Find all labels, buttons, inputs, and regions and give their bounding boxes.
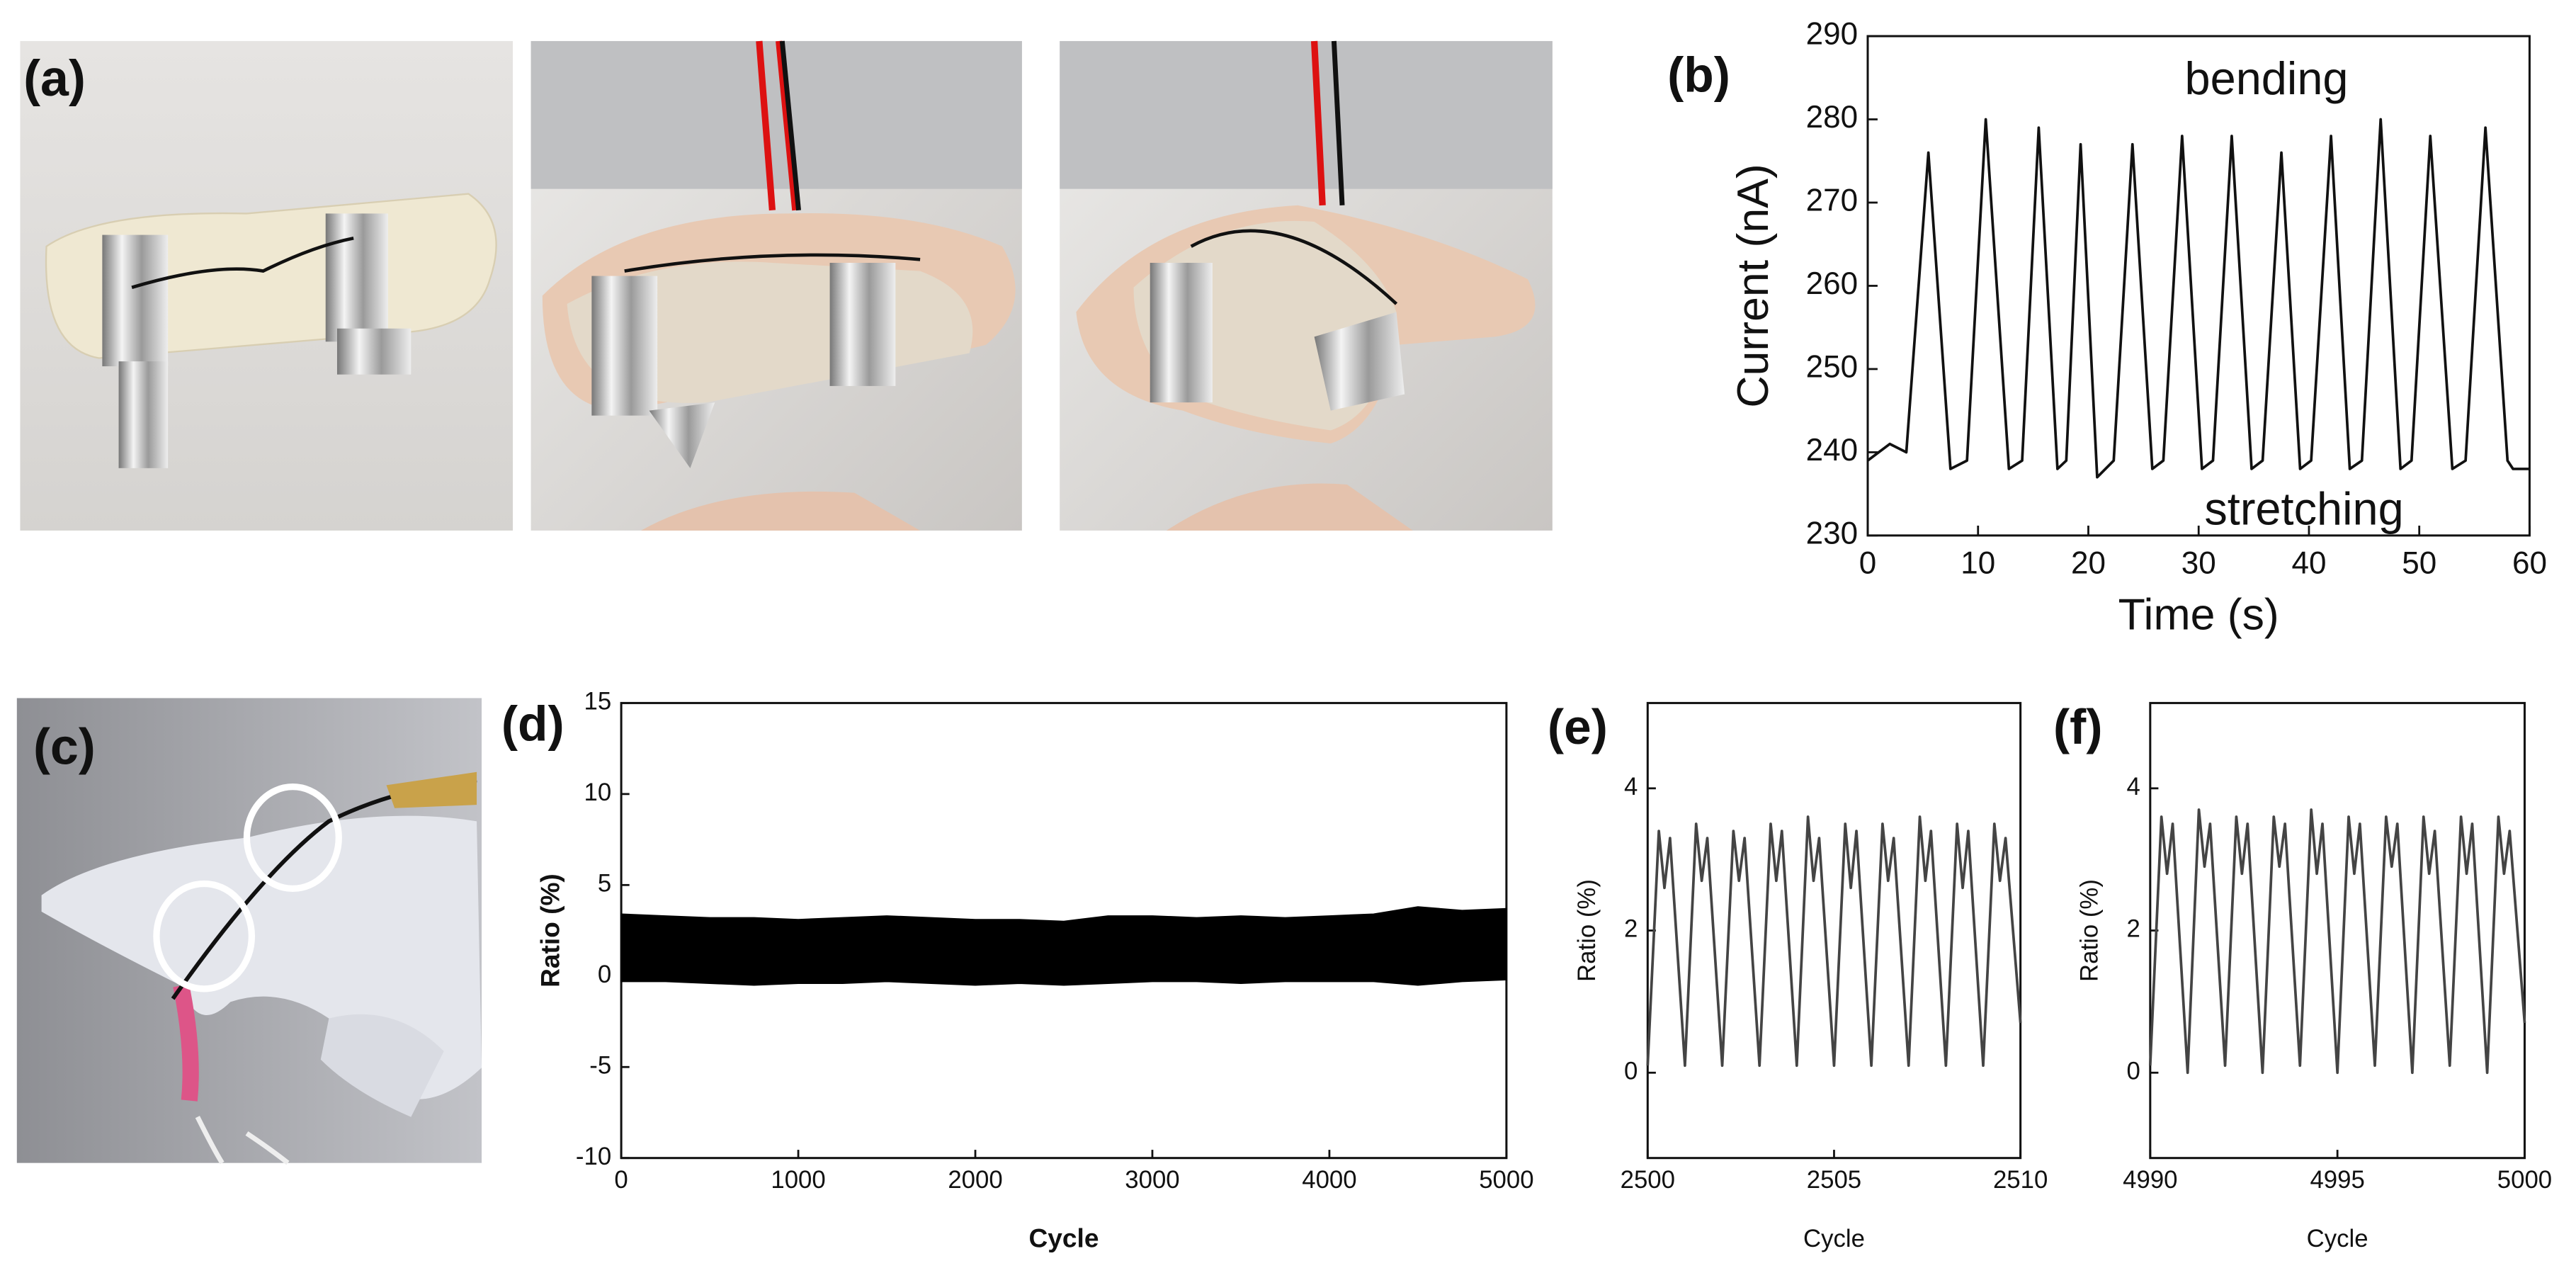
x-tick-label: 50	[2402, 545, 2436, 580]
y-tick-label: 290	[1806, 17, 1859, 52]
y-tick-label: 4	[1624, 774, 1638, 800]
panel-label: (c)	[33, 719, 96, 776]
panel-label: (d)	[501, 696, 564, 752]
y-tick-label: 260	[1806, 266, 1859, 301]
x-tick-label: 10	[1961, 545, 1995, 580]
y-tick-label: 270	[1806, 183, 1859, 218]
panel-label: (e)	[1548, 699, 1608, 754]
x-tick-label: 40	[2291, 545, 2326, 580]
annotation: bending	[2185, 52, 2349, 104]
x-tick-label: 5000	[1479, 1167, 1533, 1194]
x-axis-label: Time (s)	[2118, 589, 2279, 639]
panel-label: (f)	[2053, 699, 2102, 754]
y-tick-label: 5	[598, 871, 611, 898]
data-line	[1646, 815, 2022, 1068]
photo-finger-bent	[1060, 40, 1553, 531]
x-tick-label: 0	[1859, 545, 1876, 580]
data-line	[2148, 808, 2526, 1075]
x-tick-label: 2510	[1993, 1167, 2048, 1194]
x-tick-label: 4990	[2123, 1167, 2177, 1194]
x-tick-label: 4000	[1302, 1167, 1356, 1194]
y-tick-label: 250	[1806, 350, 1859, 385]
data-line	[1866, 118, 2530, 479]
y-tick-label: 0	[598, 961, 611, 988]
photo-glove	[16, 698, 482, 1165]
y-tick-label: -5	[589, 1052, 611, 1079]
photo-finger-straight	[530, 40, 1022, 531]
y-tick-label: 15	[584, 689, 612, 715]
y-axis-label: Ratio (%)	[2077, 879, 2104, 982]
x-tick-label: 20	[2071, 545, 2106, 580]
y-tick-label: -10	[576, 1143, 611, 1170]
x-tick-label: 2000	[948, 1167, 1002, 1194]
y-tick-label: 240	[1806, 433, 1859, 468]
y-tick-label: 10	[584, 779, 612, 806]
x-tick-label: 1000	[771, 1167, 825, 1194]
photo-finger-cot	[20, 40, 514, 531]
x-tick-label: 0	[614, 1167, 628, 1194]
y-axis-label: Ratio (%)	[1574, 879, 1601, 982]
x-tick-label: 60	[2512, 545, 2547, 580]
y-tick-label: 230	[1806, 516, 1859, 551]
panel-label: (b)	[1667, 47, 1730, 103]
x-axis-label: Cycle	[1803, 1226, 1865, 1252]
x-tick-label: 4995	[2310, 1167, 2364, 1194]
x-axis-label: Cycle	[1029, 1223, 1099, 1252]
data-band	[620, 906, 1507, 986]
y-tick-label: 2	[2127, 916, 2140, 943]
y-tick-label: 0	[2127, 1058, 2140, 1085]
panel-label: (a)	[23, 50, 86, 107]
y-axis-label: Ratio (%)	[535, 873, 565, 988]
y-tick-label: 280	[1806, 100, 1859, 135]
y-tick-label: 2	[1624, 916, 1638, 943]
x-tick-label: 3000	[1125, 1167, 1179, 1194]
y-tick-label: 4	[2127, 774, 2140, 800]
x-tick-label: 5000	[2497, 1167, 2552, 1194]
y-axis-label: Current (nA)	[1728, 164, 1778, 407]
x-tick-label: 30	[2181, 545, 2216, 580]
x-axis-label: Cycle	[2307, 1226, 2368, 1252]
x-tick-label: 2505	[1807, 1167, 1861, 1194]
annotation: stretching	[2204, 483, 2403, 535]
plot-frame	[2149, 701, 2526, 1160]
y-tick-label: 0	[1624, 1058, 1638, 1085]
x-tick-label: 2500	[1621, 1167, 1675, 1194]
plot-frame	[1646, 701, 2022, 1160]
